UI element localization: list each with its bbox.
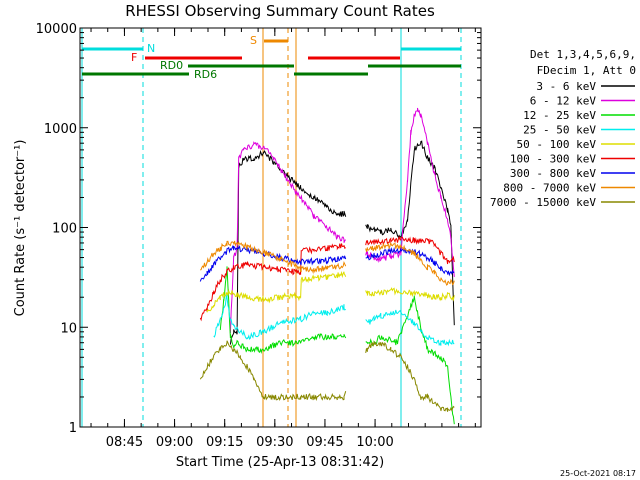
y-tick-label: 1000 (44, 122, 77, 137)
header-line-2: FDecim 1, Att 0 (537, 64, 636, 77)
x-axis-ticks: 08:45 09:00 09:15 09:30 09:45 10:00 (90, 28, 476, 450)
plot-area (81, 28, 462, 427)
x-tick-label: 09:45 (306, 435, 343, 450)
series-line (229, 140, 455, 345)
legend-label: 25 - 50 keV (523, 124, 596, 137)
series-line (199, 340, 455, 412)
chart-title: RHESSI Observing Summary Count Rates (125, 2, 435, 20)
series-line (229, 107, 455, 334)
legend-label: 800 - 7000 keV (503, 182, 596, 195)
x-axis-label: Start Time (25-Apr-13 08:31:42) (176, 455, 384, 470)
x-tick-label: 09:00 (156, 435, 193, 450)
legend-label: 3 - 6 keV (536, 80, 596, 93)
x-tick-label: 10:00 (356, 435, 393, 450)
legend-label: 6 - 12 keV (530, 95, 597, 108)
y-tick-label: 10 (60, 321, 77, 336)
x-tick-label: 09:30 (256, 435, 293, 450)
x-tick-label: 09:15 (206, 435, 243, 450)
footer-date: 25-Oct-2021 08:17 (560, 469, 636, 478)
flag-label-s: S (250, 34, 257, 47)
y-tick-label: 1 (69, 421, 77, 436)
flag-label-n: N (147, 42, 155, 55)
y-tick-label: 100 (52, 222, 77, 237)
series-line (213, 294, 455, 347)
legend-label: 12 - 25 keV (523, 109, 596, 122)
legend-label: 300 - 800 keV (510, 167, 596, 180)
legend-label: 50 - 100 keV (517, 138, 597, 151)
series-line (200, 240, 455, 286)
legend-label: 100 - 300 keV (510, 153, 596, 166)
flag-label-rd6: RD6 (194, 68, 217, 81)
x-tick-label: 08:45 (106, 435, 143, 450)
plot-frame (79, 27, 482, 428)
y-axis-ticks: 1 10 100 1000 10000 (36, 22, 481, 436)
header-line-1: Det 1,3,4,5,6,9, (530, 48, 636, 61)
flag-label-f: F (131, 51, 137, 64)
y-axis-label: Count Rate (s⁻¹ detector⁻¹) (13, 140, 28, 317)
legend-label: 7000 - 15000 keV (490, 196, 596, 209)
series-line (206, 270, 455, 313)
flag-label-rd0: RD0 (160, 59, 183, 72)
y-tick-label: 10000 (36, 22, 77, 37)
series-line (219, 266, 455, 425)
series-line (199, 235, 455, 322)
